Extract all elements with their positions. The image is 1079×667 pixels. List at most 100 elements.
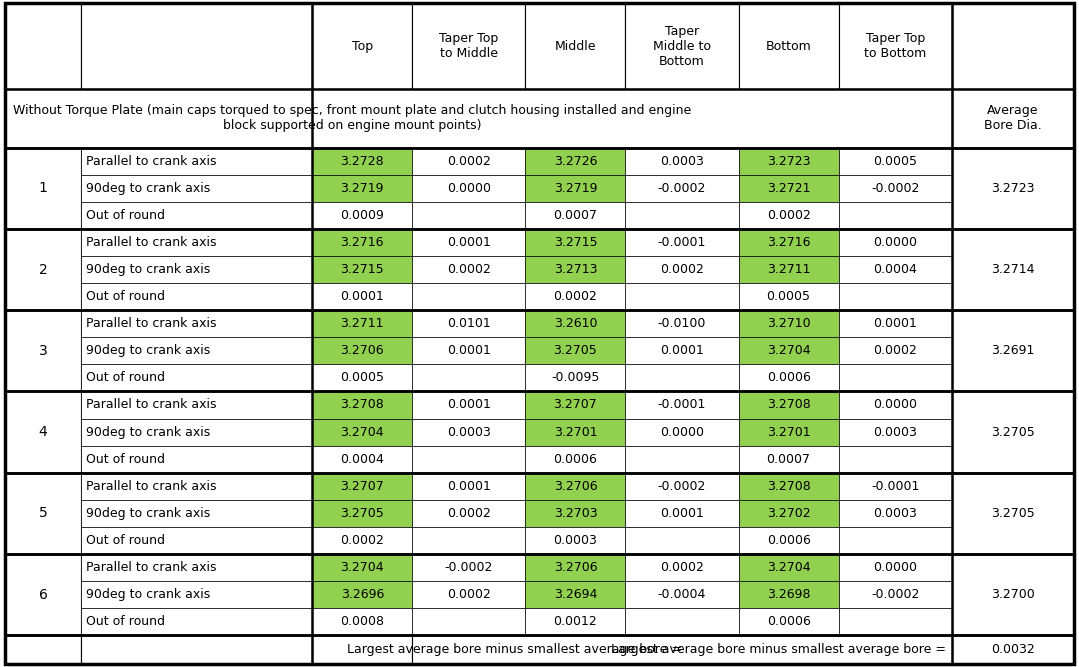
- Bar: [626, 310, 739, 338]
- Bar: [739, 3, 838, 89]
- Bar: [412, 418, 525, 446]
- Text: Largest average bore minus smallest average bore =: Largest average bore minus smallest aver…: [347, 643, 682, 656]
- Bar: [739, 338, 838, 364]
- Text: 3.2715: 3.2715: [554, 236, 598, 249]
- Bar: [952, 229, 1074, 310]
- Bar: [838, 364, 952, 392]
- Bar: [81, 635, 312, 664]
- Text: 3.2707: 3.2707: [554, 398, 598, 412]
- Bar: [626, 608, 739, 635]
- Text: -0.0002: -0.0002: [871, 588, 919, 601]
- Bar: [312, 473, 412, 500]
- Bar: [952, 310, 1074, 392]
- Bar: [838, 473, 952, 500]
- Text: 0.0000: 0.0000: [660, 426, 704, 439]
- Bar: [312, 3, 412, 89]
- Bar: [5, 473, 81, 554]
- Text: Top: Top: [352, 39, 373, 53]
- Bar: [5, 392, 1074, 473]
- Bar: [626, 202, 739, 229]
- Bar: [5, 310, 81, 392]
- Text: -0.0002: -0.0002: [445, 561, 493, 574]
- Bar: [739, 364, 838, 392]
- Bar: [626, 3, 739, 89]
- Text: Out of round: Out of round: [86, 534, 165, 547]
- Text: 90deg to crank axis: 90deg to crank axis: [86, 344, 210, 358]
- Text: -0.0002: -0.0002: [658, 480, 706, 493]
- Text: Parallel to crank axis: Parallel to crank axis: [86, 317, 217, 330]
- Bar: [952, 148, 1074, 229]
- Text: 0.0003: 0.0003: [554, 534, 598, 547]
- Bar: [838, 446, 952, 473]
- Bar: [838, 3, 952, 89]
- Bar: [81, 473, 312, 500]
- Bar: [5, 554, 81, 635]
- Bar: [838, 148, 952, 175]
- Bar: [739, 446, 838, 473]
- Bar: [626, 392, 739, 418]
- Bar: [626, 446, 739, 473]
- Bar: [312, 202, 412, 229]
- Text: 3.2698: 3.2698: [767, 588, 810, 601]
- Bar: [525, 527, 626, 554]
- Bar: [739, 148, 838, 175]
- Text: Without Torque Plate (main caps torqued to spec, front mount plate and clutch ho: Without Torque Plate (main caps torqued …: [13, 104, 692, 132]
- Bar: [5, 310, 1074, 392]
- Text: 0.0007: 0.0007: [554, 209, 598, 222]
- Bar: [5, 148, 81, 229]
- Bar: [525, 202, 626, 229]
- Text: Parallel to crank axis: Parallel to crank axis: [86, 561, 217, 574]
- Bar: [739, 500, 838, 527]
- Text: 0.0004: 0.0004: [873, 263, 917, 276]
- Bar: [626, 500, 739, 527]
- Bar: [525, 310, 626, 338]
- Bar: [739, 175, 838, 202]
- Text: 0.0006: 0.0006: [767, 372, 810, 384]
- Bar: [952, 635, 1074, 664]
- Text: 3.2719: 3.2719: [341, 182, 384, 195]
- Bar: [739, 418, 838, 446]
- Text: 4: 4: [39, 425, 47, 439]
- Bar: [952, 89, 1074, 148]
- Bar: [838, 229, 952, 256]
- Bar: [626, 527, 739, 554]
- Text: 0.0002: 0.0002: [447, 507, 491, 520]
- Text: -0.0002: -0.0002: [658, 182, 706, 195]
- Bar: [525, 446, 626, 473]
- Text: 3.2714: 3.2714: [991, 263, 1035, 276]
- Bar: [81, 581, 312, 608]
- Bar: [5, 89, 952, 148]
- Bar: [412, 446, 525, 473]
- Bar: [5, 148, 1074, 229]
- Text: 0.0005: 0.0005: [873, 155, 917, 168]
- Bar: [312, 310, 412, 338]
- Bar: [5, 392, 81, 473]
- Text: Taper Top
to Bottom: Taper Top to Bottom: [864, 32, 926, 60]
- Text: Out of round: Out of round: [86, 453, 165, 466]
- Text: -0.0100: -0.0100: [658, 317, 706, 330]
- Text: 2: 2: [39, 263, 47, 277]
- Text: 5: 5: [39, 506, 47, 520]
- Text: Taper
Middle to
Bottom: Taper Middle to Bottom: [653, 25, 711, 67]
- Text: 3.2715: 3.2715: [341, 263, 384, 276]
- Bar: [525, 581, 626, 608]
- Bar: [412, 338, 525, 364]
- Bar: [5, 229, 1074, 310]
- Bar: [81, 364, 312, 392]
- Text: Parallel to crank axis: Parallel to crank axis: [86, 236, 217, 249]
- Bar: [626, 256, 739, 283]
- Bar: [81, 338, 312, 364]
- Bar: [412, 202, 525, 229]
- Text: Middle: Middle: [555, 39, 597, 53]
- Text: 0.0003: 0.0003: [873, 507, 917, 520]
- Bar: [838, 175, 952, 202]
- Bar: [525, 554, 626, 581]
- Bar: [838, 608, 952, 635]
- Bar: [412, 229, 525, 256]
- Bar: [312, 446, 412, 473]
- Bar: [626, 148, 739, 175]
- Bar: [312, 229, 412, 256]
- Text: 0.0002: 0.0002: [767, 209, 810, 222]
- Bar: [312, 554, 412, 581]
- Bar: [739, 310, 838, 338]
